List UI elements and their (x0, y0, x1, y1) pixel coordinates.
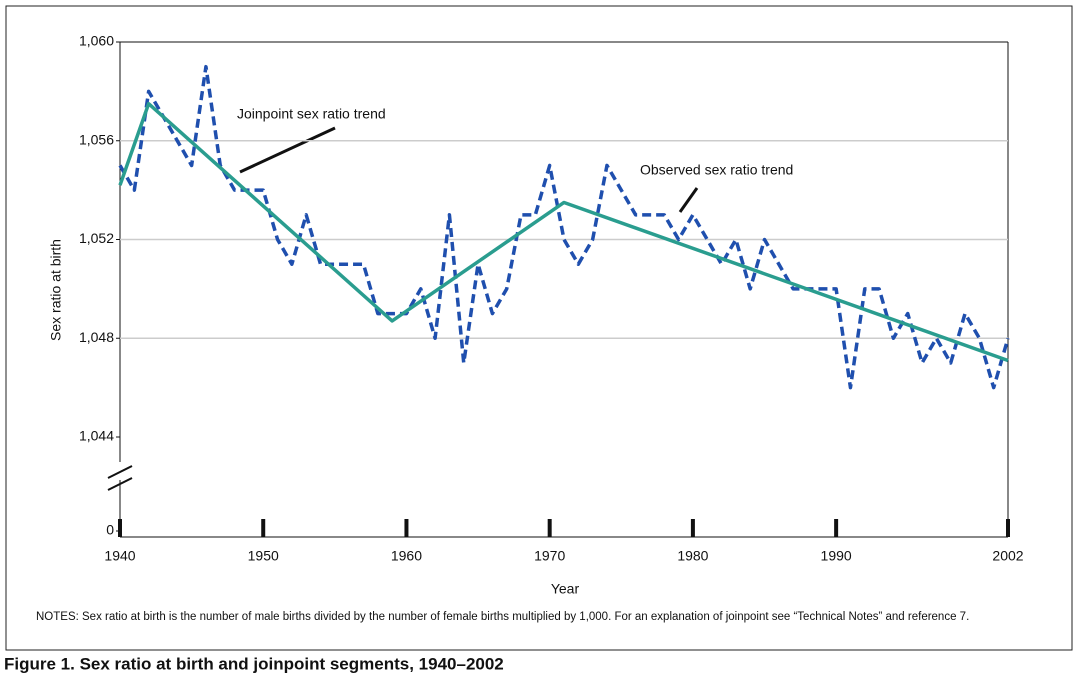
x-tick-label: 2002 (992, 548, 1023, 564)
y-tick-label: 1,060 (79, 33, 114, 49)
x-tick-label: 1970 (534, 548, 565, 564)
series-line (118, 64, 1010, 390)
caption: Figure 1. Sex ratio at birth and joinpoi… (4, 654, 504, 673)
x-tick-label: 1940 (104, 548, 135, 564)
axis-break (107, 465, 133, 479)
y-tick-label: 1,052 (79, 230, 114, 246)
x-tick-label: 1980 (677, 548, 708, 564)
y-axis-label: Sex ratio at birth (48, 239, 64, 341)
x-tick-label: 1960 (391, 548, 422, 564)
y-tick-label: 0 (106, 522, 114, 538)
annotation-pointer (239, 126, 336, 174)
x-tick-label: 1950 (248, 548, 279, 564)
series-line (118, 101, 1009, 363)
y-tick-label: 1,048 (79, 329, 114, 345)
annotation: Joinpoint sex ratio trend (237, 106, 386, 122)
notes: NOTES: Sex ratio at birth is the number … (36, 611, 969, 623)
annotation-pointer (678, 187, 699, 213)
x-axis-label: Year (551, 581, 580, 597)
annotation: Observed sex ratio trend (640, 162, 793, 178)
x-tick-label: 1990 (821, 548, 852, 564)
y-tick-label: 1,044 (79, 428, 114, 444)
y-tick-label: 1,056 (79, 131, 114, 147)
frame (5, 5, 1073, 651)
axis-break (107, 477, 133, 491)
